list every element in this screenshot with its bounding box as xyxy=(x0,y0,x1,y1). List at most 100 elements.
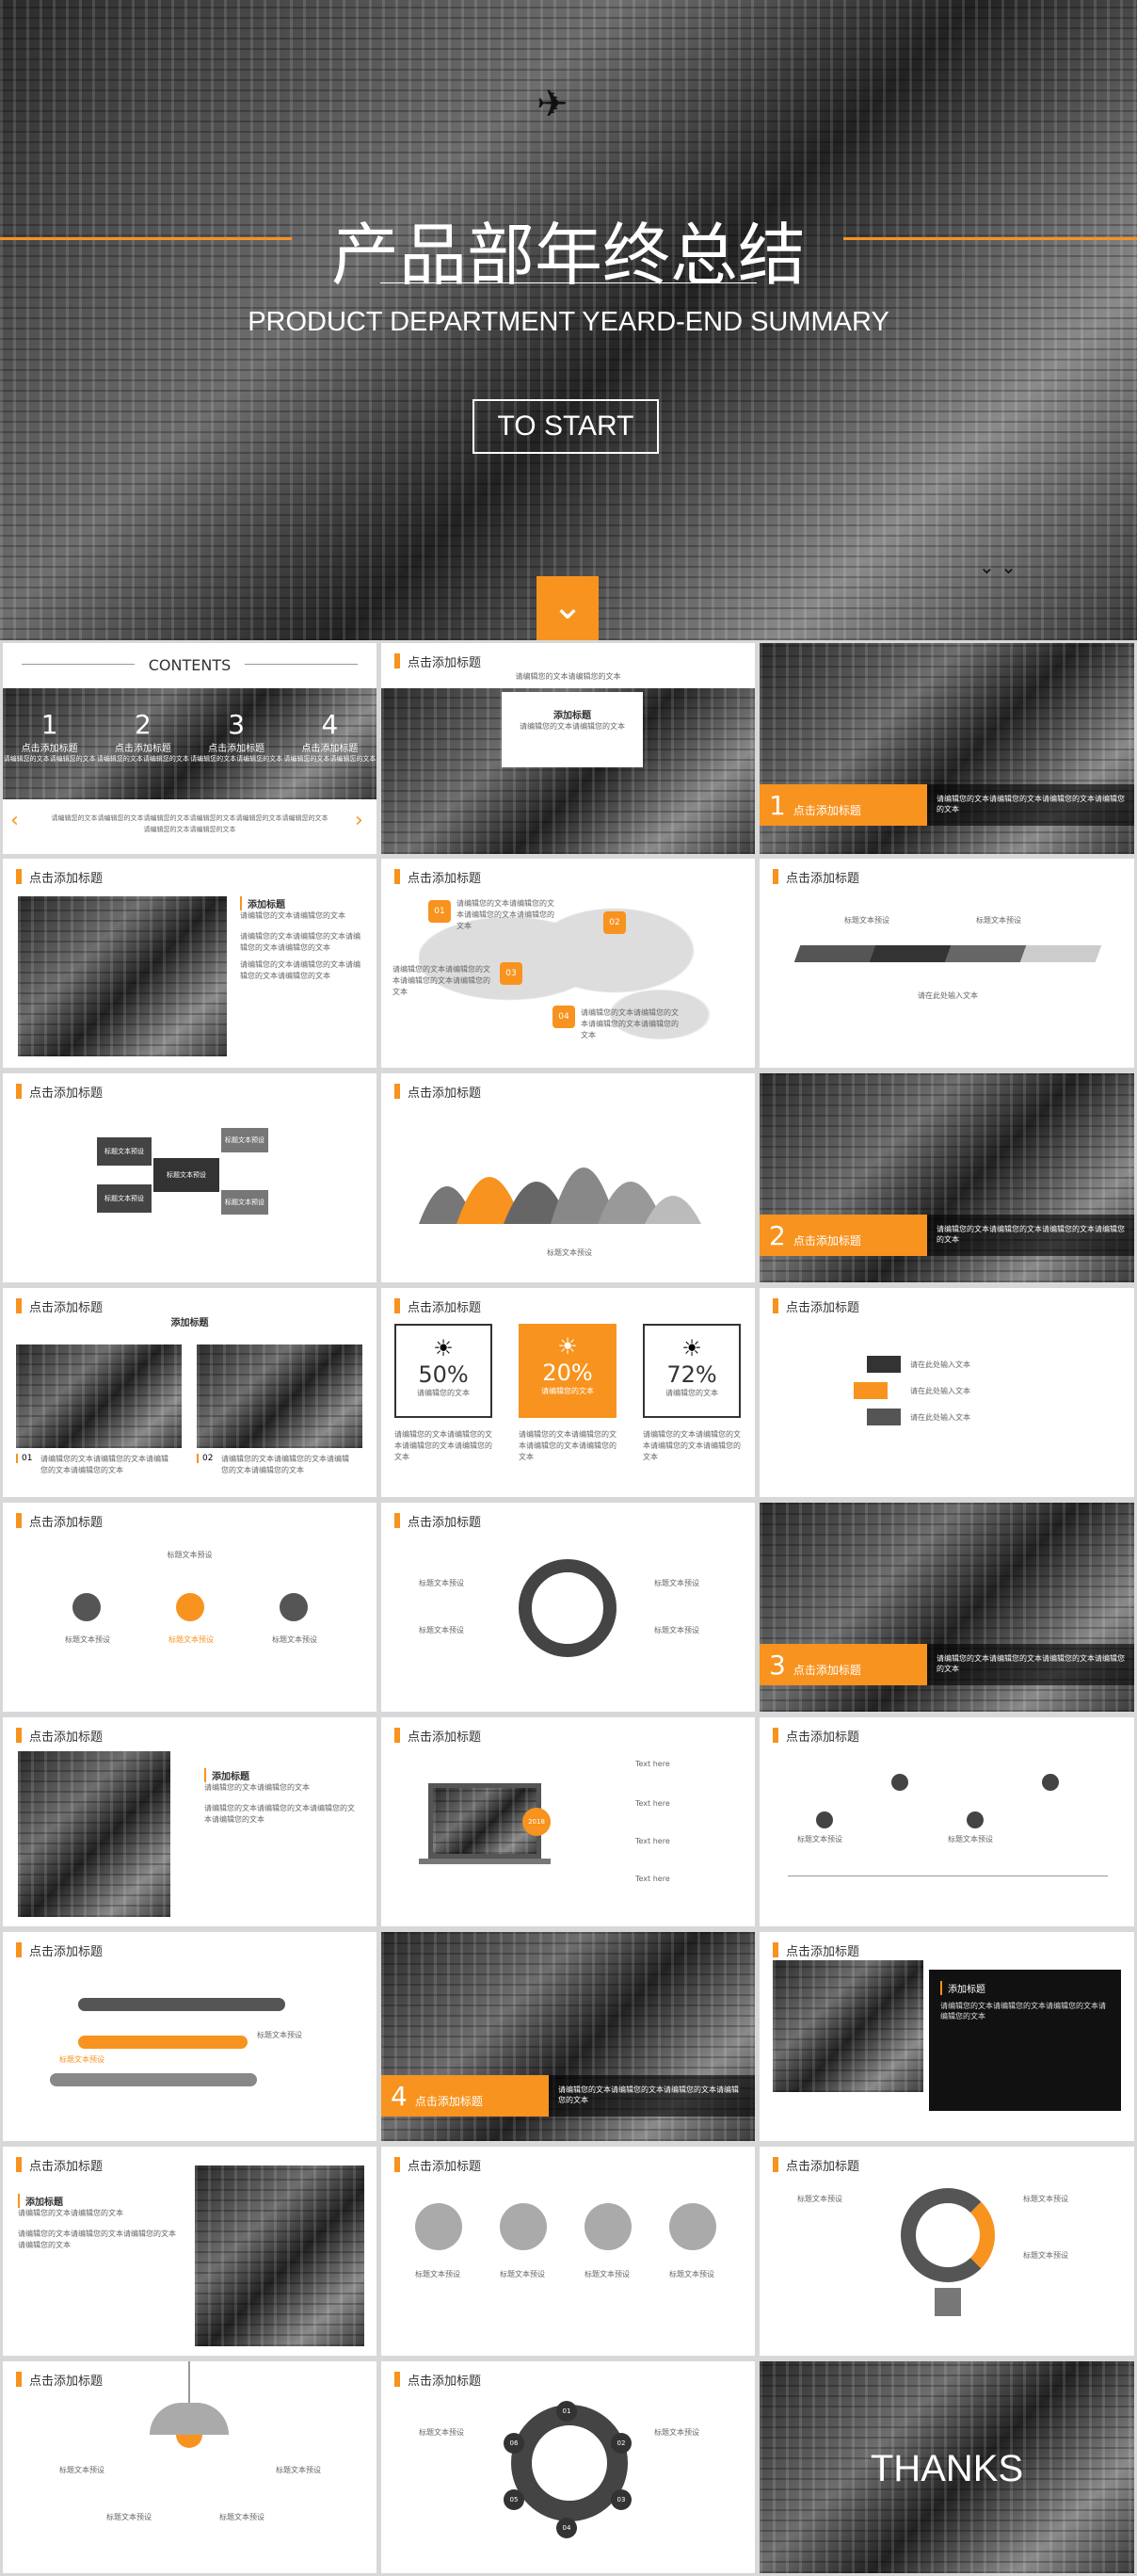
slide-header: 点击添加标题 xyxy=(773,2156,859,2174)
bulb-label: 标题文本预设 xyxy=(1023,2251,1068,2260)
contents-item-2[interactable]: 2 点击添加标题 请编辑您的文本请编辑您的文本 xyxy=(96,688,189,799)
map-point[interactable]: 01 xyxy=(428,900,451,923)
icon-label: 标题文本预设 xyxy=(669,2270,714,2278)
slide-header: 点击添加标题 xyxy=(16,1083,103,1101)
target-ring xyxy=(519,1559,617,1657)
slide-header: 点击添加标题 xyxy=(773,1727,859,1745)
prev-arrow-icon[interactable]: ‹ xyxy=(10,809,19,832)
chevron-down-icon[interactable]: ⌄ xyxy=(536,576,599,640)
section-slide-3[interactable]: 3 点击添加标题 请编辑您的文本请编辑您的文本请编辑您的文本请编辑您的文本 xyxy=(760,1503,1134,1712)
slide-image-text-2[interactable]: 点击添加标题 添加标题 请编辑您的文本请编辑您的文本 请编辑您的文本请编辑您的文… xyxy=(3,1717,376,1926)
section-text: 请编辑您的文本请编辑您的文本请编辑您的文本请编辑您的文本 xyxy=(927,1644,1134,1685)
slide-target[interactable]: 点击添加标题 标题文本预设 标题文本预设 标题文本预设 标题文本预设 xyxy=(381,1503,755,1712)
slide-lightbulb[interactable]: 点击添加标题 标题文本预设 标题文本预设 标题文本预设 xyxy=(760,2147,1134,2356)
icon-circle xyxy=(72,1593,101,1621)
section-slide-2[interactable]: 2 点击添加标题 请编辑您的文本请编辑您的文本请编辑您的文本请编辑您的文本 xyxy=(760,1073,1134,1282)
building-photo xyxy=(197,1344,362,1448)
contents-item-4[interactable]: 4 点击添加标题 请编辑您的文本请编辑您的文本 xyxy=(283,688,376,799)
mind-node: 标题文本预设 xyxy=(221,1128,268,1152)
section-num: 4 xyxy=(391,2081,408,2112)
slide-percent-cards[interactable]: 点击添加标题 ☀ 50% 请编辑您的文本 ☀ 20% 请编辑您的文本 ☀ 72% 请编辑您的… xyxy=(381,1288,755,1497)
contents-label: 点击添加标题 xyxy=(208,744,265,754)
slide-icon-circles[interactable]: 点击添加标题 标题文本预设 标题文本预设 标题文本预设 标题文本预设 xyxy=(3,1503,376,1712)
sun-icon: ☀ xyxy=(557,1333,578,1360)
slide-four-icons[interactable]: 点击添加标题 标题文本预设 标题文本预设 标题文本预设 标题文本预设 xyxy=(381,2147,755,2356)
contents-band: 1 点击添加标题 请编辑您的文本请编辑您的文本 2 点击添加标题请编辑您的文本请编辑您… xyxy=(3,688,376,799)
percent-card: ☀ 72% 请编辑您的文本 xyxy=(643,1324,741,1418)
box-text: 请编辑您的文本请编辑您的文本请编辑您的文本请编辑您的文本 xyxy=(940,2002,1106,2021)
timeline-dot xyxy=(967,1811,984,1828)
slide-header: 点击添加标题 xyxy=(16,2371,103,2389)
slide-process-steps[interactable]: 点击添加标题 标题文本预设 标题文本预设 请在此处输入文本 xyxy=(760,859,1134,1068)
map-text: 请编辑您的文本请编辑您的文本请编辑您的文本请编辑您的文本 xyxy=(456,899,554,930)
slide-image-text[interactable]: 点击添加标题 添加标题 请编辑您的文本请编辑您的文本 请编辑您的文本请编辑您的文… xyxy=(3,859,376,1068)
thanks-slide[interactable]: THANKS xyxy=(760,2361,1134,2573)
contents-footer: 请编辑您的文本请编辑您的文本请编辑您的文本请编辑您的文本请编辑您的文本请编辑您的… xyxy=(51,814,328,833)
year-badge: 2018 xyxy=(522,1808,551,1836)
slide-world-map[interactable]: 点击添加标题 01 请编辑您的文本请编辑您的文本请编辑您的文本请编辑您的文本 0… xyxy=(381,859,755,1068)
box-title: 添加标题 xyxy=(940,1981,1110,1995)
slide-lamp[interactable]: 点击添加标题 标题文本预设 标题文本预设 标题文本预设 标题文本预设 xyxy=(3,2361,376,2573)
section-text: 请编辑您的文本请编辑您的文本请编辑您的文本请编辑您的文本 xyxy=(927,784,1134,826)
percent-label: 请编辑您的文本 xyxy=(417,1389,470,1397)
slide-mind-map[interactable]: 点击添加标题 标题文本预设 标题文本预设 标题文本预设 标题文本预设 标题文本预… xyxy=(3,1073,376,1282)
section-text: 请编辑您的文本请编辑您的文本请编辑您的文本请编辑您的文本 xyxy=(549,2075,755,2117)
slide-photo-collage[interactable]: 点击添加标题 请编辑您的文本请编辑您的文本 添加标题 请编辑您的文本请编辑您的文… xyxy=(381,643,755,854)
percent-value: 50% xyxy=(418,1361,469,1388)
slide-timeline[interactable]: 点击添加标题 标题文本预设 标题文本预设 xyxy=(760,1717,1134,1926)
process-arrow xyxy=(793,945,1102,962)
slide-header: 点击添加标题 xyxy=(394,1297,481,1315)
contents-item-3[interactable]: 3 点击添加标题 请编辑您的文本请编辑您的文本 xyxy=(190,688,283,799)
bulb-label: 标题文本预设 xyxy=(1023,2195,1068,2203)
block-body: 请编辑您的文本请编辑您的文本请编辑您的文本请编辑您的文本 xyxy=(240,932,360,952)
slide-chat-bubbles[interactable]: 点击添加标题 请在此处输入文本 请在此处输入文本 请在此处输入文本 xyxy=(760,1288,1134,1497)
map-point[interactable]: 03 xyxy=(500,962,522,985)
cover-title: 产品部年终总结 xyxy=(330,216,806,295)
icon-label: 标题文本预设 xyxy=(415,2270,460,2278)
slide-heading: 标题文本预设 xyxy=(167,1551,213,1559)
sun-icon: ☀ xyxy=(681,1335,702,1361)
contents-desc: 请编辑您的文本请编辑您的文本 xyxy=(283,755,376,763)
cycle-item: 06 xyxy=(504,2433,524,2454)
text-block: 添加标题 请编辑您的文本请编辑您的文本 请编辑您的文本请编辑您的文本请编辑您的文… xyxy=(204,1768,355,1826)
percent-label: 请编辑您的文本 xyxy=(541,1387,594,1395)
circle-label: 标题文本预设 xyxy=(168,1635,214,1644)
block-body-2: 请编辑您的文本请编辑您的文本请编辑您的文本请编辑您的文本 xyxy=(240,960,360,980)
block-title: 添加标题 xyxy=(204,1768,355,1782)
building-photo xyxy=(773,1960,923,2092)
bubble-text: 请在此处输入文本 xyxy=(910,1413,970,1422)
slide-heading: 添加标题 xyxy=(170,1318,209,1328)
cover-slide[interactable]: ✈ ⌄ ⌄ 产品部年终总结 PRODUCT DEPARTMENT YEARD-E… xyxy=(0,0,1137,640)
map-point[interactable]: 04 xyxy=(552,1006,575,1028)
slide-cycle[interactable]: 点击添加标题 01 02 03 04 05 06 标题文本预设 标题文本预设 xyxy=(381,2361,755,2573)
map-point[interactable]: 02 xyxy=(603,911,626,934)
snake-segment xyxy=(50,2073,257,2086)
next-arrow-icon[interactable]: › xyxy=(355,809,363,832)
slide-dark-text[interactable]: 点击添加标题 添加标题 请编辑您的文本请编辑您的文本请编辑您的文本请编辑您的文本 xyxy=(760,1932,1134,2141)
to-start-button[interactable]: TO START xyxy=(472,399,659,454)
icon-circle xyxy=(669,2203,716,2250)
section-slide-4[interactable]: 4 点击添加标题 请编辑您的文本请编辑您的文本请编辑您的文本请编辑您的文本 xyxy=(381,1932,755,2141)
bulb-label: 标题文本预设 xyxy=(797,2195,842,2203)
contents-slide[interactable]: CONTENTS 1 点击添加标题 请编辑您的文本请编辑您的文本 2 点击添加标题 请编… xyxy=(3,643,376,854)
block-title: 添加标题 xyxy=(18,2194,178,2208)
section-slide-1[interactable]: 1 点击添加标题 请编辑您的文本请编辑您的文本请编辑您的文本请编辑您的文本 xyxy=(760,643,1134,854)
slide-two-photos[interactable]: 点击添加标题 添加标题 01 请编辑您的文本请编辑您的文本请编辑您的文本请编辑您… xyxy=(3,1288,376,1497)
contents-item-1[interactable]: 1 点击添加标题 请编辑您的文本请编辑您的文本 xyxy=(3,688,96,799)
slide-snake[interactable]: 点击添加标题 标题文本预设 标题文本预设 xyxy=(3,1932,376,2141)
contents-label: 点击添加标题 xyxy=(114,744,171,754)
photo-text: 请编辑您的文本请编辑您的文本请编辑您的文本请编辑您的文本 xyxy=(221,1455,349,1474)
contents-num: 2 xyxy=(134,709,152,740)
building-photo xyxy=(18,896,227,1056)
slide-header: 点击添加标题 xyxy=(773,1941,859,1959)
slide-laptop[interactable]: 点击添加标题 2018 Text here Text here Text her… xyxy=(381,1717,755,1926)
section-label: 点击添加标题 xyxy=(793,1234,861,1248)
section-label: 点击添加标题 xyxy=(793,1664,861,1677)
timeline-label: 标题文本预设 xyxy=(948,1835,993,1843)
slide-header: 点击添加标题 xyxy=(394,652,481,670)
cycle-ring xyxy=(511,2405,628,2521)
bubble xyxy=(854,1382,888,1399)
slide-text-photo[interactable]: 点击添加标题 添加标题 请编辑您的文本请编辑您的文本 请编辑您的文本请编辑您的文… xyxy=(3,2147,376,2356)
birds-icon: ⌄ ⌄ xyxy=(979,555,1017,578)
slide-mountains[interactable]: 点击添加标题 标题文本预设 xyxy=(381,1073,755,1282)
